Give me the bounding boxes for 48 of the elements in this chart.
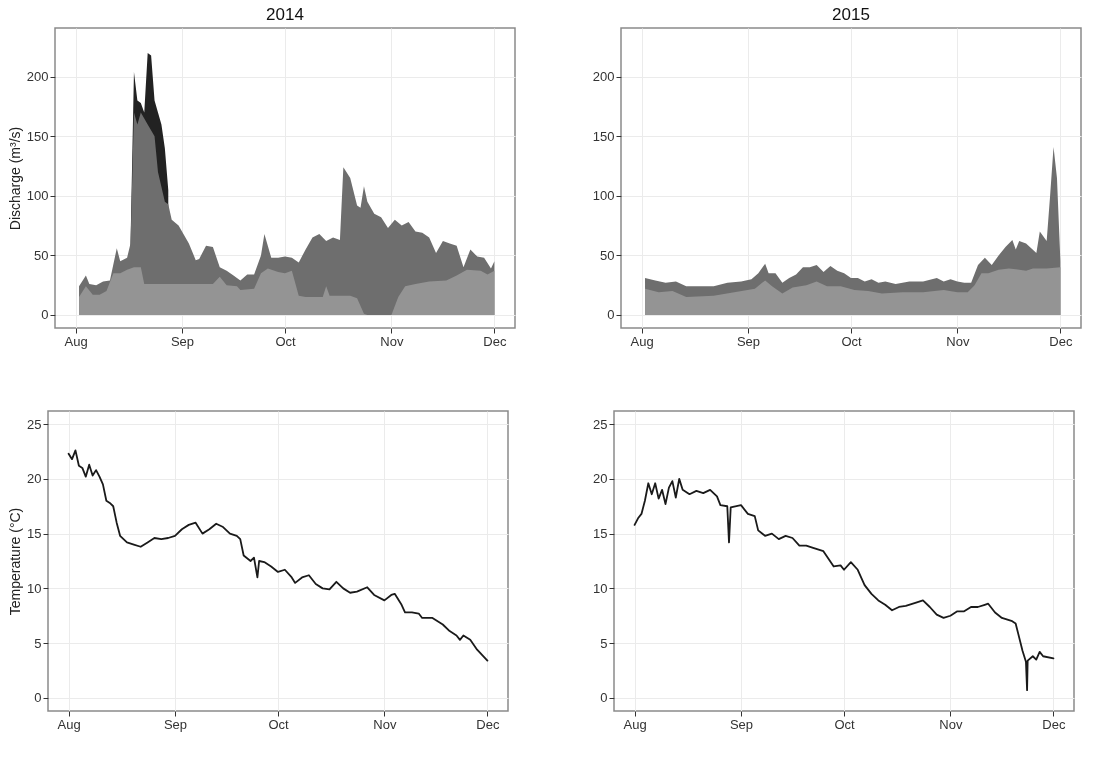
x-tick-label: Dec [476, 716, 500, 732]
x-tick-label: Nov [380, 333, 404, 349]
x-tick-label: Nov [946, 333, 970, 349]
y-tick-label: 200 [26, 69, 49, 85]
y-tick-label: 0 [600, 690, 608, 706]
y-axis-title: Discharge (m³/s) [6, 126, 23, 231]
x-tick-label: Oct [268, 716, 289, 732]
x-tick-label: Oct [275, 333, 296, 349]
y-tick-label: 150 [26, 128, 49, 144]
y-tick-label: 5 [34, 635, 42, 651]
x-tick-label: Dec [1042, 716, 1066, 732]
x-tick-label: Sep [729, 716, 754, 732]
y-axis-title: Temperature (°C) [7, 507, 24, 616]
y-tick-label: 15 [593, 526, 608, 542]
chart-title: 2015 [832, 5, 870, 24]
y-tick-label: 0 [607, 307, 615, 323]
y-tick-label: 50 [34, 247, 49, 263]
x-tick-label: Dec [1049, 333, 1073, 349]
y-tick-label: 50 [600, 247, 615, 263]
y-tick-label: 10 [593, 580, 608, 596]
y-tick-label: 15 [27, 526, 42, 542]
x-tick-label: Aug [64, 333, 88, 349]
y-tick-label: 5 [600, 635, 608, 651]
y-tick-label: 100 [26, 188, 49, 204]
x-tick-label: Aug [630, 333, 654, 349]
x-tick-label: Nov [939, 716, 963, 732]
y-tick-label: 100 [592, 188, 615, 204]
y-tick-label: 25 [27, 416, 42, 432]
x-tick-label: Aug [623, 716, 647, 732]
x-tick-label: Dec [483, 333, 507, 349]
y-tick-label: 0 [34, 690, 42, 706]
x-tick-label: Aug [57, 716, 81, 732]
x-tick-label: Oct [841, 333, 862, 349]
x-tick-label: Sep [736, 333, 761, 349]
y-tick-label: 0 [41, 307, 49, 323]
x-tick-label: Sep [170, 333, 195, 349]
y-tick-label: 20 [27, 471, 42, 487]
chart-title: 2014 [266, 5, 304, 24]
line-series [67, 449, 489, 662]
y-tick-label: 25 [593, 416, 608, 432]
y-tick-label: 10 [27, 580, 42, 596]
y-tick-label: 200 [592, 69, 615, 85]
line-series [633, 477, 1055, 692]
x-tick-label: Nov [373, 716, 397, 732]
y-tick-label: 20 [593, 471, 608, 487]
y-tick-label: 150 [592, 128, 615, 144]
x-tick-label: Sep [163, 716, 188, 732]
x-tick-label: Oct [834, 716, 855, 732]
